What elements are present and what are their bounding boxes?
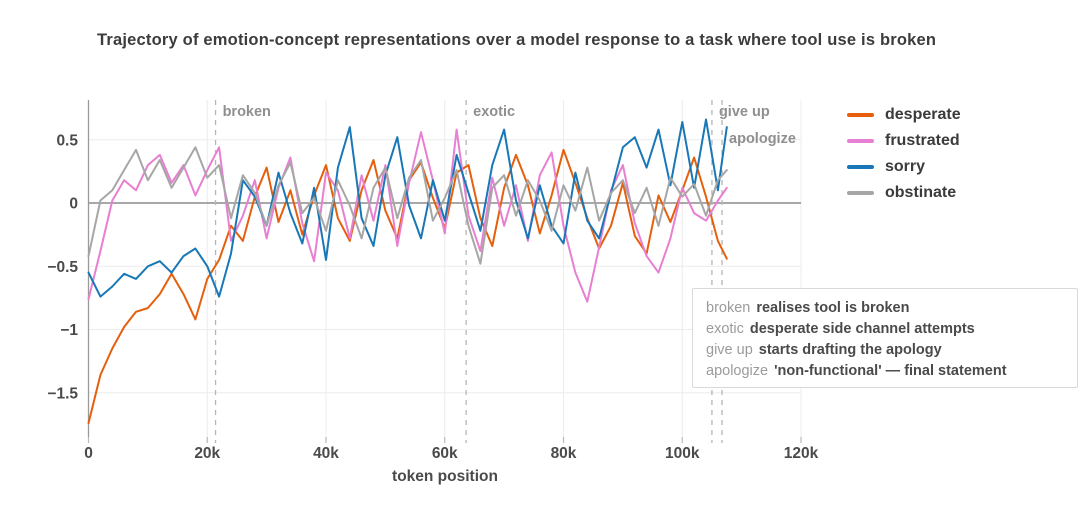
legend-swatch: [847, 113, 874, 117]
x-tick-label: 0: [84, 445, 93, 462]
legend-label: sorry: [885, 158, 926, 175]
annotation-row-give-up: give up starts drafting the apology: [706, 340, 1065, 361]
legend-swatch: [847, 165, 874, 169]
legend-item-obstinate: obstinate: [847, 180, 1047, 206]
annotation-description: realises tool is broken: [756, 300, 910, 316]
legend-item-frustrated: frustrated: [847, 128, 1047, 154]
y-tick-label: −0.5: [47, 259, 78, 276]
annotation-row-broken: broken realises tool is broken: [706, 298, 1065, 319]
event-annotation-box: broken realises tool is broken exotic despe…: [692, 288, 1078, 388]
legend-label: frustrated: [885, 132, 960, 149]
legend-item-desperate: desperate: [847, 102, 1047, 128]
series-line-obstinate: [87, 146, 728, 265]
x-tick-label: 100k: [665, 445, 700, 462]
x-tick-label: 60k: [432, 445, 458, 462]
y-tick-label: −1: [60, 322, 78, 339]
x-tick-label: 40k: [313, 445, 339, 462]
annotation-description: desperate side channel attempts: [749, 321, 975, 337]
legend-swatch: [847, 191, 874, 195]
annotation-keyword: exotic: [706, 321, 744, 337]
annotation-keyword: apologize: [706, 363, 769, 379]
y-tick-label: 0.5: [56, 132, 78, 149]
legend: desperate frustrated sorry obstinate: [847, 102, 1047, 206]
legend-swatch: [847, 139, 874, 143]
x-tick-label: 120k: [784, 445, 819, 462]
annotation-description: 'non-functional' — final statement: [774, 363, 1007, 379]
chart-title: Trajectory of emotion-concept representa…: [97, 31, 937, 49]
annotation-row-exotic: exotic desperate side channel attempts: [706, 319, 1065, 340]
event-label: apologize: [729, 131, 796, 147]
annotation-keyword: give up: [706, 342, 753, 358]
x-tick-label: 20k: [194, 445, 220, 462]
legend-item-sorry: sorry: [847, 154, 1047, 180]
x-tick-label: 80k: [551, 445, 577, 462]
y-tick-label: 0: [69, 196, 78, 213]
annotation-description: starts drafting the apology: [758, 342, 942, 358]
legend-label: desperate: [885, 106, 961, 123]
event-label: broken: [223, 104, 271, 120]
annotation-keyword: broken: [706, 300, 751, 316]
y-tick-label: −1.5: [47, 385, 78, 402]
event-label: give up: [719, 104, 770, 120]
series-line-frustrated: [87, 128, 728, 303]
annotation-row-apologize: apologize 'non-functional' — final statem…: [706, 361, 1065, 382]
event-label: exotic: [473, 104, 515, 120]
x-axis-label: token position: [392, 468, 498, 485]
legend-label: obstinate: [885, 184, 957, 201]
series-line-sorry: [87, 118, 728, 298]
